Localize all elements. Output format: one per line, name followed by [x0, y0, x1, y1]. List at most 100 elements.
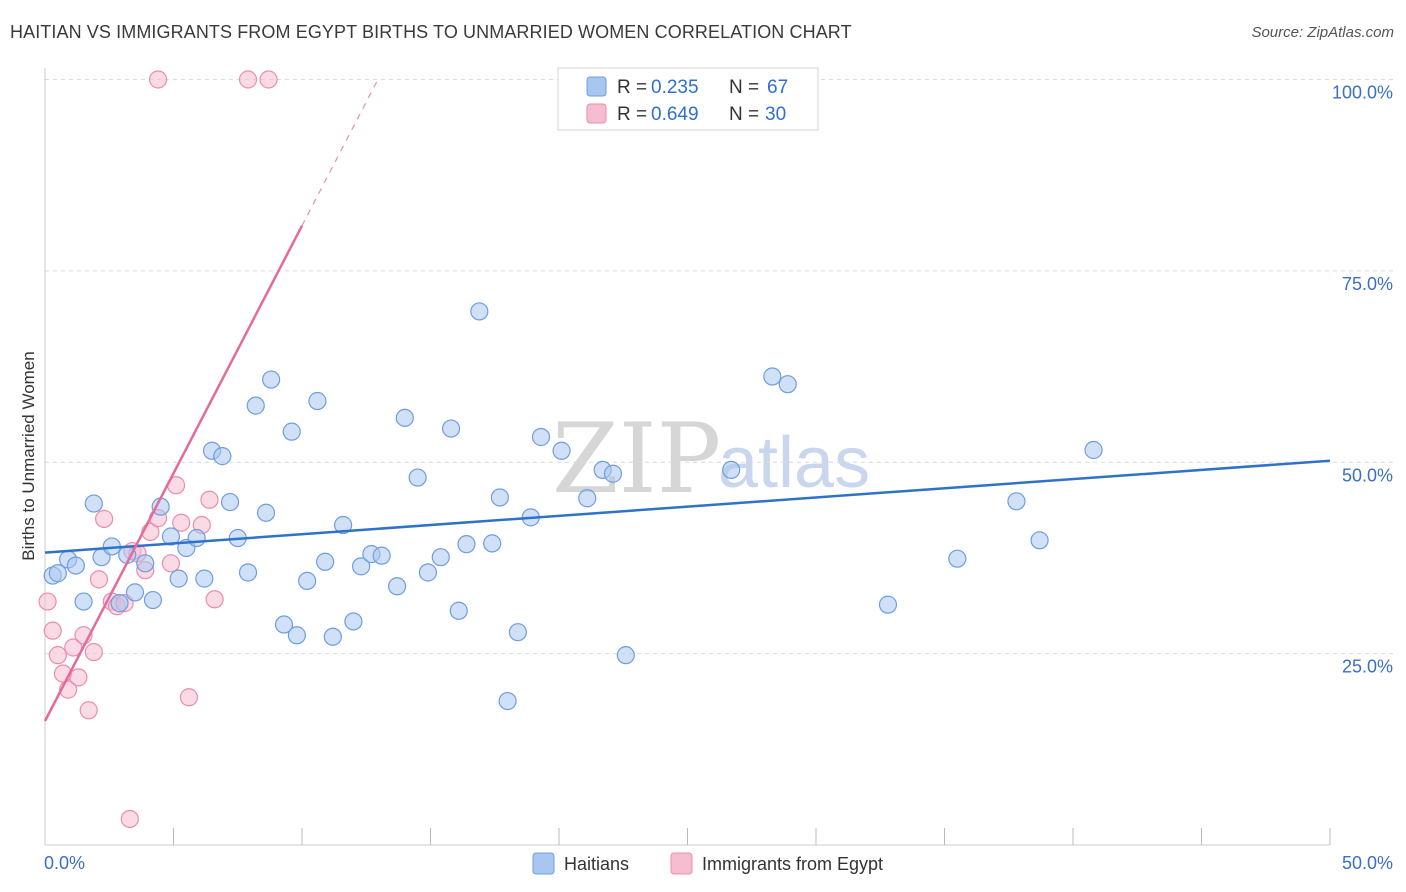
egypt-point [148, 70, 168, 89]
haitian-point [136, 554, 155, 573]
haitian-point [143, 590, 163, 610]
haitian-point [48, 564, 67, 583]
haitian-point [74, 592, 93, 611]
egypt-point [238, 70, 258, 89]
correlation-legend: R = 0.235 N = 67 R = 0.649 N = 30 [557, 67, 819, 131]
haitian-point [483, 534, 502, 553]
haitian-trend-line [44, 459, 1331, 554]
egypt-point [205, 590, 224, 609]
haitian-point [1030, 531, 1049, 550]
haitian-point [323, 627, 342, 646]
egypt-point [38, 592, 57, 611]
haitian-point [298, 571, 317, 591]
haitian-point [274, 615, 294, 634]
haitian-point [213, 447, 232, 466]
egypt-points [38, 70, 278, 829]
egypt-point [48, 646, 67, 665]
legend-n-label-1: N = [729, 77, 759, 98]
haitian-point [110, 594, 129, 613]
series-legend: Haitians Immigrants from Egypt [532, 852, 883, 875]
x-ticks [173, 828, 1331, 845]
haitian-point [431, 548, 450, 567]
haitian-point [238, 563, 258, 582]
haitian-point [552, 441, 571, 460]
trend-lines [43, 76, 1331, 722]
haitian-point [470, 302, 489, 321]
haitian-point [722, 460, 741, 480]
haitian-point [125, 583, 145, 602]
haitian-point [616, 646, 635, 665]
egypt-point [84, 642, 103, 662]
source-label: Source: ZipAtlas.com [1251, 24, 1394, 41]
haitian-point [372, 546, 391, 565]
egypt-trend-extension [301, 76, 380, 226]
haitian-point [778, 375, 797, 394]
bottom-legend-swatch-egypt [670, 852, 693, 875]
haitian-point [948, 549, 967, 568]
watermark-atlas: atlas [718, 423, 870, 503]
bottom-legend-swatch-haitians [532, 852, 555, 875]
haitian-point [262, 370, 281, 389]
legend-swatch-haitians [586, 76, 607, 97]
egypt-point [259, 70, 278, 89]
egypt-point [95, 509, 114, 528]
haitian-point [408, 468, 427, 487]
legend-swatch-egypt [586, 103, 607, 124]
egypt-point [200, 490, 219, 509]
x-tick-label-max: 50.0% [1342, 853, 1393, 873]
haitian-point [441, 419, 461, 438]
haitian-point [352, 557, 371, 576]
bottom-legend-label-haitians: Haitians [564, 854, 629, 874]
haitian-point [1084, 440, 1103, 460]
egypt-point [179, 688, 199, 707]
egypt-point [89, 570, 109, 589]
haitian-point [878, 595, 898, 614]
haitian-point [498, 691, 517, 711]
haitian-point [287, 626, 306, 645]
haitian-point [282, 422, 301, 441]
haitian-point [603, 464, 623, 483]
y-tick-labels: 25.0% 50.0% 75.0% 100.0% [1332, 83, 1393, 677]
haitian-point [308, 391, 327, 411]
watermark-zip: ZIP [552, 403, 721, 515]
egypt-point [79, 701, 98, 720]
legend-n-value-2: 30 [765, 104, 786, 125]
egypt-point [69, 668, 88, 687]
haitian-point [169, 569, 188, 588]
haitian-point [316, 552, 335, 571]
haitian-point [418, 563, 438, 582]
egypt-point [43, 621, 62, 640]
haitian-point [457, 535, 476, 554]
egypt-point [172, 513, 191, 532]
haitian-point [66, 556, 85, 575]
haitian-point [387, 577, 407, 596]
haitian-points [43, 302, 1103, 711]
haitian-point [344, 612, 363, 631]
haitian-point [508, 623, 527, 642]
legend-r-value-1: 0.235 [651, 77, 699, 98]
legend-r-label-2: R = [617, 104, 647, 125]
haitian-point [490, 488, 509, 507]
x-tick-label-min: 0.0% [44, 853, 85, 873]
haitian-point [1007, 492, 1026, 511]
legend-n-value-1: 67 [767, 77, 788, 98]
y-tick-label: 75.0% [1342, 274, 1393, 294]
legend-r-value-2: 0.649 [651, 104, 699, 125]
y-tick-label: 25.0% [1342, 657, 1393, 677]
haitian-point [449, 601, 468, 620]
haitian-point [763, 367, 782, 386]
egypt-point [161, 554, 181, 573]
y-tick-label: 50.0% [1342, 465, 1393, 485]
haitian-point [84, 494, 103, 513]
haitian-point [395, 408, 414, 427]
haitian-point [220, 492, 240, 512]
haitian-point [578, 489, 597, 508]
legend-n-label-2: N = [729, 104, 759, 125]
y-tick-label: 100.0% [1332, 83, 1393, 103]
legend-r-label-1: R = [617, 77, 647, 98]
haitian-point [246, 396, 265, 415]
bottom-legend-label-egypt: Immigrants from Egypt [702, 854, 883, 874]
haitian-point [256, 503, 276, 522]
haitian-point [187, 528, 206, 548]
